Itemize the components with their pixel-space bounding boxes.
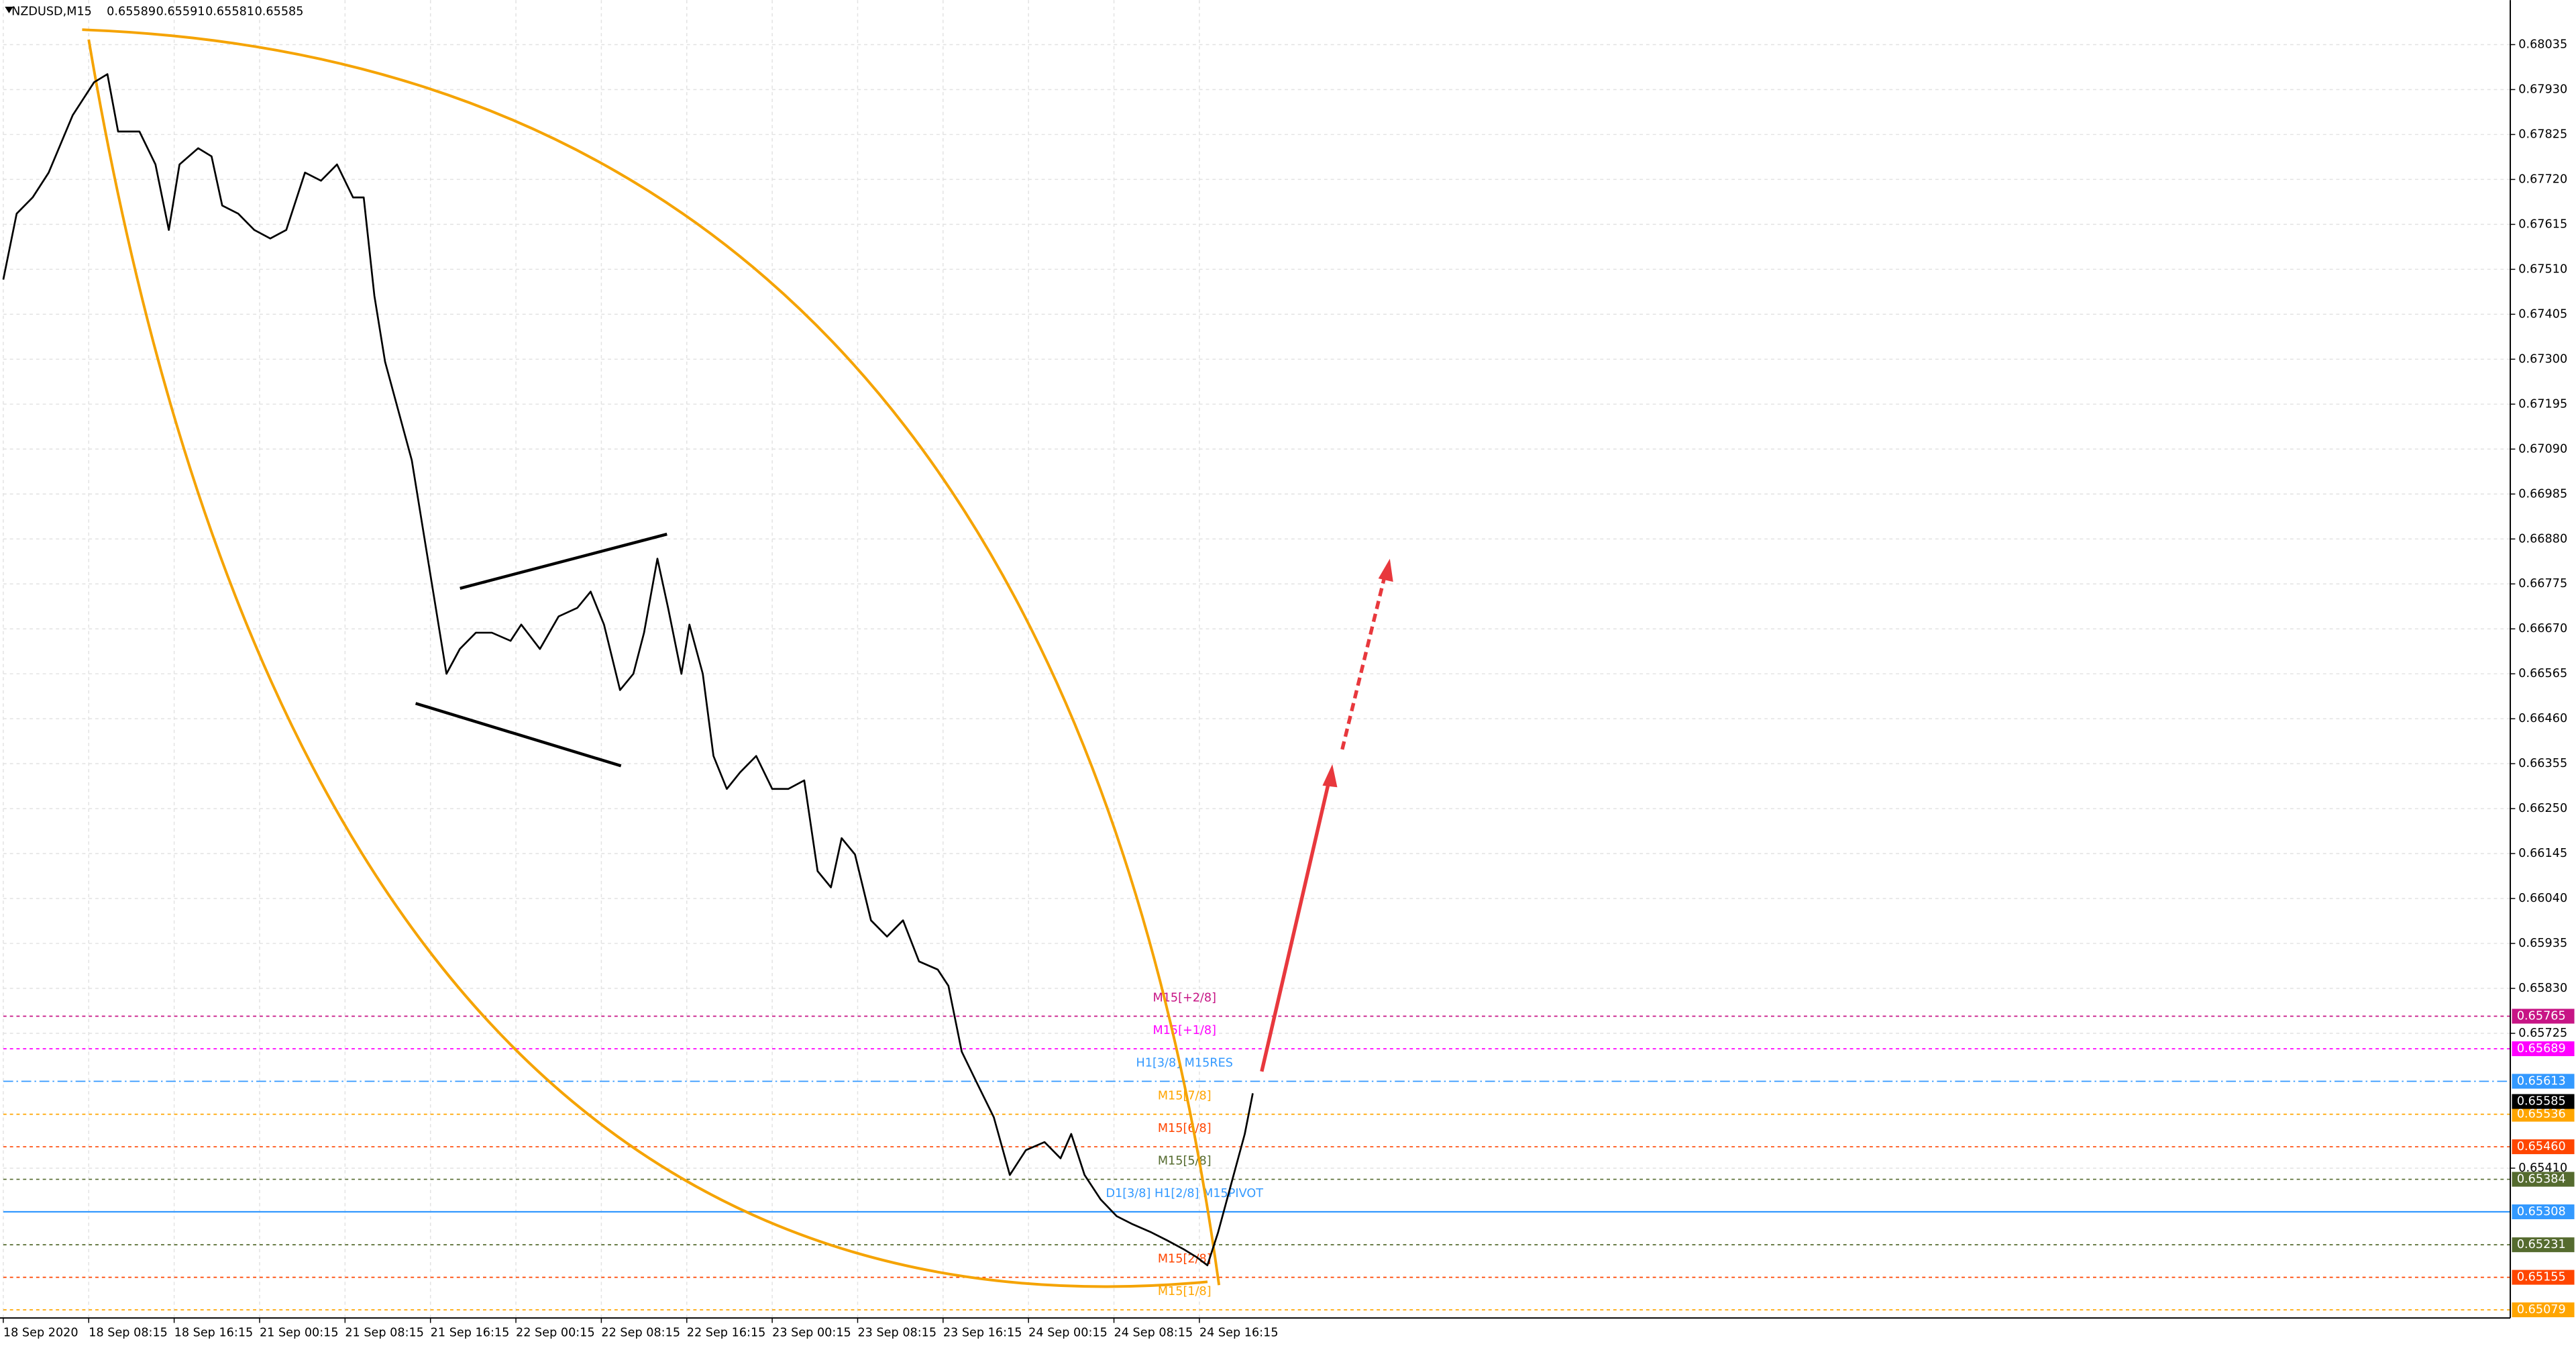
price-tag <box>2512 1106 2575 1122</box>
price-tag-label: 0.65384 <box>2517 1173 2566 1186</box>
price-tag <box>2512 1074 2575 1089</box>
x-tick-label: 23 Sep 08:15 <box>857 1326 936 1339</box>
x-tick-label: 22 Sep 08:15 <box>601 1326 680 1339</box>
x-tick-label: 21 Sep 08:15 <box>345 1326 424 1339</box>
price-tag <box>2512 1237 2575 1253</box>
x-tick-label: 24 Sep 00:15 <box>1028 1326 1108 1339</box>
y-tick-label: 0.66985 <box>2518 487 2567 501</box>
arc-top <box>82 28 1221 1286</box>
price-tag-label: 0.65231 <box>2517 1238 2566 1251</box>
x-tick-label: 18 Sep 2020 <box>3 1326 78 1339</box>
price-tag-label: 0.65765 <box>2517 1010 2566 1023</box>
arrow-line <box>1260 780 1331 1072</box>
level-label: M15[1/8] <box>1158 1285 1212 1298</box>
arrow-head <box>1378 558 1393 582</box>
price-tag <box>2512 1172 2575 1187</box>
x-tick-label: 23 Sep 16:15 <box>943 1326 1022 1339</box>
price-tag <box>2512 1008 2575 1024</box>
y-tick-label: 0.66565 <box>2518 667 2567 680</box>
level-label: M15[5/8] <box>1158 1155 1212 1168</box>
y-tick-label: 0.67195 <box>2518 397 2567 411</box>
y-tick-label: 0.68035 <box>2518 38 2567 51</box>
y-tick-label: 0.66355 <box>2518 757 2567 770</box>
grid <box>3 0 2511 1318</box>
price-tag-label: 0.65536 <box>2517 1108 2566 1121</box>
price-tag <box>2512 1270 2575 1285</box>
y-tick-label: 0.66145 <box>2518 847 2567 860</box>
x-tick-label: 18 Sep 16:15 <box>174 1326 254 1339</box>
y-tick-label: 0.67930 <box>2518 83 2567 96</box>
y-tick-label: 0.67615 <box>2518 217 2567 231</box>
y-tick-label: 0.66250 <box>2518 802 2567 815</box>
x-tick-label: 24 Sep 08:15 <box>1114 1326 1193 1339</box>
x-tick-label: 24 Sep 16:15 <box>1199 1326 1279 1339</box>
y-tick-label: 0.67300 <box>2518 352 2567 366</box>
y-tick-label: 0.67405 <box>2518 307 2567 321</box>
level-label: M15[+1/8] <box>1152 1024 1216 1037</box>
level-label: M15[7/8] <box>1158 1090 1212 1103</box>
x-tick-label: 21 Sep 00:15 <box>260 1326 339 1339</box>
price-tag-label: 0.65308 <box>2517 1205 2566 1219</box>
trend-line <box>460 532 667 590</box>
price <box>2 73 1254 1267</box>
price-tags: 0.65765 0.65689 0.65613 0.65536 0.65460 0.653… <box>2512 1008 2575 1318</box>
price-line <box>2 73 1254 1267</box>
current-price-tag <box>2512 1094 2575 1109</box>
arc-bottom <box>87 39 1208 1288</box>
price-tag-label: 0.65613 <box>2517 1074 2566 1088</box>
y-tick-label: 0.65935 <box>2518 937 2567 950</box>
y-tick-label: 0.67510 <box>2518 262 2567 276</box>
level-label: D1[3/8] H1[2/8] M15PIVOT <box>1106 1187 1263 1200</box>
current-price-label: 0.65585 <box>2517 1095 2566 1108</box>
y-tick-label: 0.65410 <box>2518 1161 2567 1175</box>
y-tick-label: 0.66775 <box>2518 577 2567 590</box>
y-tick-label: 0.66670 <box>2518 622 2567 635</box>
high: 0.65591 <box>156 5 205 18</box>
trend-line <box>415 702 622 768</box>
arrow-line <box>1340 574 1387 750</box>
y-tick-label: 0.67090 <box>2518 442 2567 456</box>
level-label: M15[+2/8] <box>1152 992 1216 1005</box>
level-label: H1[3/8] M15RES <box>1136 1057 1233 1070</box>
y-tick-label: 0.66040 <box>2518 892 2567 905</box>
y-tick-label: 0.67720 <box>2518 172 2567 186</box>
y-tick-label: 0.67825 <box>2518 127 2567 141</box>
x-tick-label: 22 Sep 16:15 <box>687 1326 766 1339</box>
levels: M15[+2/8] M15[+1/8] H1[3/8] M15RES M15[7/8]… <box>3 992 2511 1310</box>
level-label: M15[2/8] <box>1158 1253 1212 1266</box>
y-tick-label: 0.65725 <box>2518 1027 2567 1040</box>
level-label: M15[6/8] <box>1158 1122 1212 1135</box>
y-tick-label: 0.66880 <box>2518 532 2567 546</box>
price-tag-label: 0.65079 <box>2517 1303 2566 1316</box>
y-tick-label: 0.66460 <box>2518 712 2567 725</box>
price-tag <box>2512 1204 2575 1220</box>
price-tag <box>2512 1302 2575 1318</box>
price-tag-label: 0.65460 <box>2517 1140 2566 1153</box>
axis: 0.68035 0.67930 0.67825 0.67720 0.67615 0.675… <box>3 38 2567 1339</box>
low: 0.65581 <box>205 5 254 18</box>
open: 0.65589 <box>107 5 156 18</box>
close: 0.65585 <box>255 5 304 18</box>
x-tick-label: 22 Sep 00:15 <box>516 1326 595 1339</box>
price-tag-label: 0.65689 <box>2517 1042 2566 1055</box>
y-tick-label: 0.65830 <box>2518 982 2567 995</box>
x-tick-label: 23 Sep 00:15 <box>772 1326 851 1339</box>
price-tag-label: 0.65155 <box>2517 1271 2566 1284</box>
symbol: NZDUSD,M15 <box>11 5 92 18</box>
x-tick-label: 18 Sep 08:15 <box>89 1326 168 1339</box>
x-tick-label: 21 Sep 16:15 <box>431 1326 510 1339</box>
price-tag <box>2512 1041 2575 1057</box>
collapse-icon[interactable] <box>5 6 13 13</box>
price-tag <box>2512 1139 2575 1155</box>
